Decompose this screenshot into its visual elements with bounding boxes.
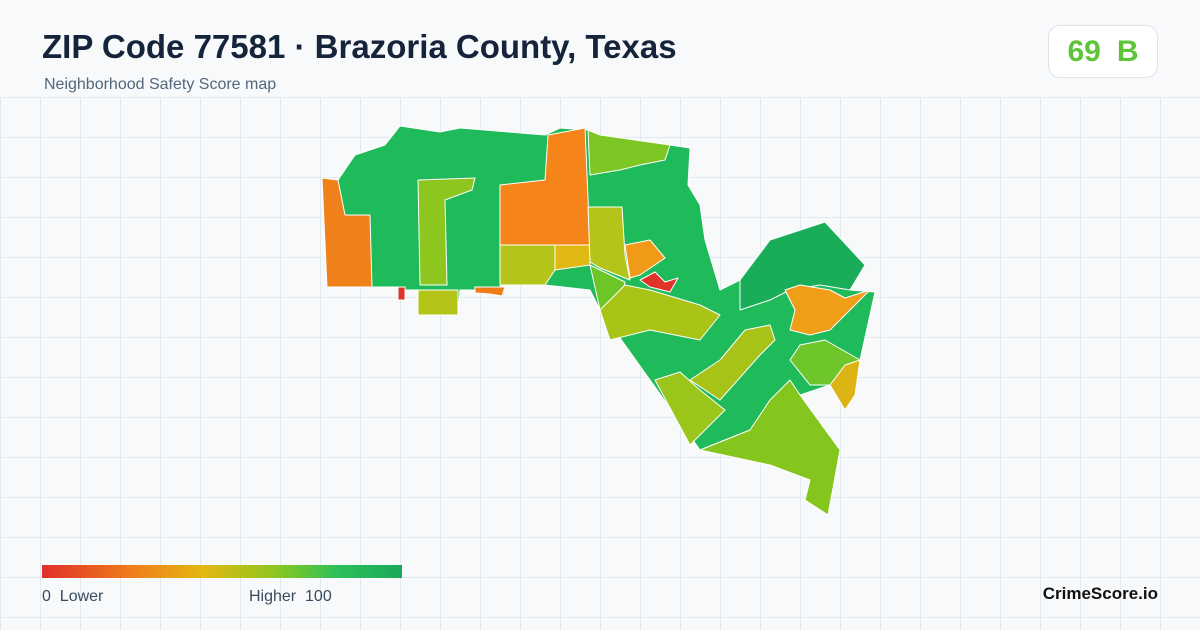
area — [397, 286, 406, 301]
area — [474, 286, 506, 297]
legend-max-label: Higher — [249, 588, 297, 605]
area — [499, 244, 556, 286]
legend-max-group: Higher 100 — [249, 588, 332, 606]
area — [417, 177, 476, 286]
area — [654, 371, 726, 446]
area — [417, 289, 459, 316]
area — [587, 129, 671, 176]
area — [739, 221, 866, 311]
area — [587, 206, 631, 281]
score-value: 69 — [1067, 34, 1101, 68]
area — [784, 284, 871, 336]
area — [599, 284, 721, 341]
area — [699, 379, 841, 516]
score-badge: 69 B — [1048, 25, 1158, 78]
area — [639, 271, 679, 293]
area — [829, 359, 861, 411]
legend-min-group: 0 Lower — [42, 588, 103, 606]
legend-gradient — [42, 565, 402, 578]
area — [554, 244, 591, 271]
area — [321, 177, 373, 288]
subtitle: Neighborhood Safety Score map — [44, 76, 277, 93]
brand: CrimeScore.io — [1042, 584, 1158, 603]
area — [624, 239, 666, 279]
title: ZIP Code 77581 · Brazoria County, Texas — [42, 28, 677, 65]
score-grade: B — [1116, 34, 1139, 68]
area — [689, 324, 776, 401]
legend-min-label: Lower — [59, 588, 104, 605]
legend-max: 100 — [305, 588, 332, 605]
legend-min: 0 — [42, 588, 51, 605]
